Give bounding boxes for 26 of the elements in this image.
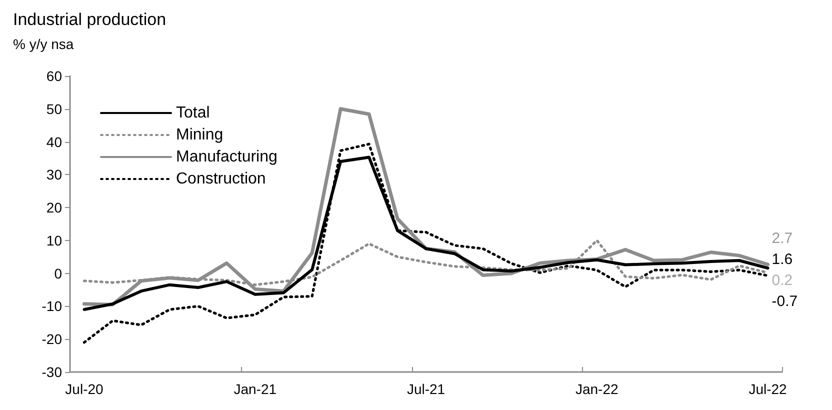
y-tick-label: 0 — [54, 265, 62, 282]
y-tick-label: 50 — [46, 100, 62, 117]
x-tick-label: Jan-21 — [234, 381, 277, 397]
y-tick-label: 40 — [46, 134, 62, 150]
y-tick-label: 30 — [46, 166, 62, 183]
y-tick-label: -20 — [42, 331, 62, 348]
x-tick-label: Jul-21 — [406, 381, 446, 397]
legend-label: Mining — [176, 126, 224, 144]
y-tick-label: 10 — [46, 232, 62, 248]
line-series — [82, 142, 770, 344]
y-tick-label: 60 — [46, 68, 62, 84]
x-tick-label: Jul-22 — [748, 381, 788, 397]
legend-label: Manufacturing — [176, 148, 278, 166]
y-tick-label: -10 — [42, 298, 62, 314]
x-tick-label: Jan-22 — [575, 381, 618, 397]
data-label: 0.2 — [772, 272, 793, 290]
chart-title: Industrial production — [13, 10, 166, 29]
legend-label: Total — [176, 104, 210, 122]
chart-subtitle: % y/y nsa — [13, 36, 74, 52]
data-label: -0.7 — [772, 293, 798, 310]
y-tick-label: -30 — [42, 364, 62, 380]
x-tick-label: Jul-20 — [65, 381, 104, 397]
legend-label: Construction — [176, 170, 266, 188]
data-label: 1.6 — [772, 251, 793, 268]
data-label: 2.7 — [772, 230, 793, 248]
y-tick-label: 20 — [46, 200, 62, 216]
